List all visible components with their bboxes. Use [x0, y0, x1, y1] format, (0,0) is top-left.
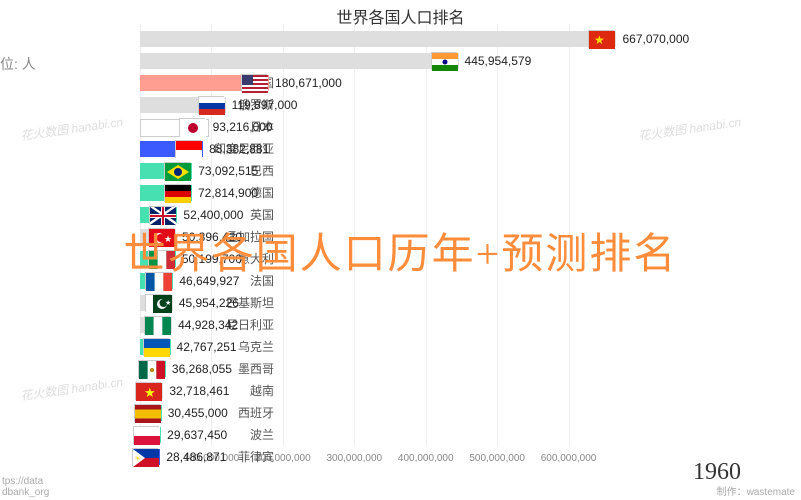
flag-icon — [164, 184, 190, 202]
flag-icon — [144, 316, 170, 334]
value-label: 667,070,000 — [622, 28, 689, 50]
population-bar-chart: 世界各国人口排名 位: 人 0100,000,000200,000,000300… — [0, 0, 801, 500]
bar-row: 印度445,954,579 — [140, 50, 780, 72]
svg-text:☀: ☀ — [134, 454, 141, 463]
bar-row: 日本93,216,000 — [140, 116, 780, 138]
svg-text:★: ★ — [164, 234, 172, 244]
plot-area: 0100,000,000200,000,000300,000,000400,00… — [140, 24, 780, 464]
value-label: 45,954,226 — [179, 292, 239, 314]
bar-row: 意大利50,199,700 — [140, 248, 780, 270]
watermark: 花火数图 hanabi.cn — [19, 373, 124, 404]
value-label: 52,400,000 — [183, 204, 243, 226]
bar-row: 英国52,400,000 — [140, 204, 780, 226]
flag-icon — [164, 162, 190, 180]
source-label: tps://datadbank_org — [2, 476, 49, 498]
flag-icon — [134, 404, 160, 422]
bar-row: 印度尼西亚88,382,881 — [140, 138, 780, 160]
value-label: 44,928,342 — [178, 314, 238, 336]
value-label: 180,671,000 — [275, 72, 342, 94]
flag-icon — [431, 52, 457, 70]
flag-icon: ★ — [148, 228, 174, 246]
value-label: 119,897,000 — [232, 94, 298, 116]
flag-icon: ☀ — [132, 448, 158, 466]
unit-label: 位: 人 — [0, 54, 36, 74]
flag-icon — [198, 96, 224, 114]
bar-row: 美国180,671,000 — [140, 72, 780, 94]
value-label: 88,382,881 — [209, 138, 269, 160]
bar-row: 尼日利亚44,928,342 — [140, 314, 780, 336]
value-label: 28,486,871 — [166, 446, 226, 468]
bar-row: 孟加拉国★50,396,420 — [140, 226, 780, 248]
value-label: 73,092,515 — [198, 160, 258, 182]
svg-text:★: ★ — [594, 33, 605, 47]
bar-row: 巴基斯坦★45,954,226 — [140, 292, 780, 314]
bar-row: 中国★667,070,000 — [140, 28, 780, 50]
value-label: 30,455,000 — [168, 402, 228, 424]
value-label: 32,718,461 — [169, 380, 229, 402]
bar-row: 法国46,649,927 — [140, 270, 780, 292]
bar-row: 俄罗斯119,897,000 — [140, 94, 780, 116]
flag-icon — [241, 74, 267, 92]
flag-icon: ★ — [145, 294, 171, 312]
bar-row: 西班牙30,455,000 — [140, 402, 780, 424]
bar-row: 巴西73,092,515 — [140, 160, 780, 182]
value-label: 29,637,450 — [167, 424, 227, 446]
flag-icon: ★ — [588, 30, 614, 48]
credit-label: 制作：wastemate — [717, 483, 795, 498]
flag-icon — [179, 118, 205, 136]
value-label: 42,767,251 — [177, 336, 237, 358]
flag-icon: ★ — [135, 382, 161, 400]
value-label: 93,216,000 — [213, 116, 273, 138]
bar — [140, 31, 616, 47]
flag-icon — [145, 272, 171, 290]
watermark: 花火数图 hanabi.cn — [19, 113, 124, 144]
flag-icon — [133, 426, 159, 444]
value-label: 72,814,900 — [198, 182, 258, 204]
bar-row: 墨西哥36,268,055 — [140, 358, 780, 380]
svg-text:★: ★ — [144, 385, 156, 400]
flag-icon — [149, 206, 175, 224]
value-label: 50,396,420 — [182, 226, 242, 248]
bar — [140, 53, 459, 69]
bar-row: 波兰29,637,450 — [140, 424, 780, 446]
flag-icon — [143, 338, 169, 356]
flag-icon — [138, 360, 164, 378]
bar-row: 乌克兰42,767,251 — [140, 336, 780, 358]
value-label: 36,268,055 — [172, 358, 232, 380]
bar-row: 菲律宾☀28,486,871 — [140, 446, 780, 468]
svg-text:★: ★ — [165, 299, 171, 307]
flag-icon — [175, 140, 201, 158]
year-label: 1960 — [693, 459, 741, 486]
value-label: 50,199,700 — [182, 248, 242, 270]
bar-row: 越南★32,718,461 — [140, 380, 780, 402]
bar-row: 德国72,814,900 — [140, 182, 780, 204]
flag-icon — [148, 250, 174, 268]
value-label: 445,954,579 — [465, 50, 532, 72]
value-label: 46,649,927 — [179, 270, 239, 292]
